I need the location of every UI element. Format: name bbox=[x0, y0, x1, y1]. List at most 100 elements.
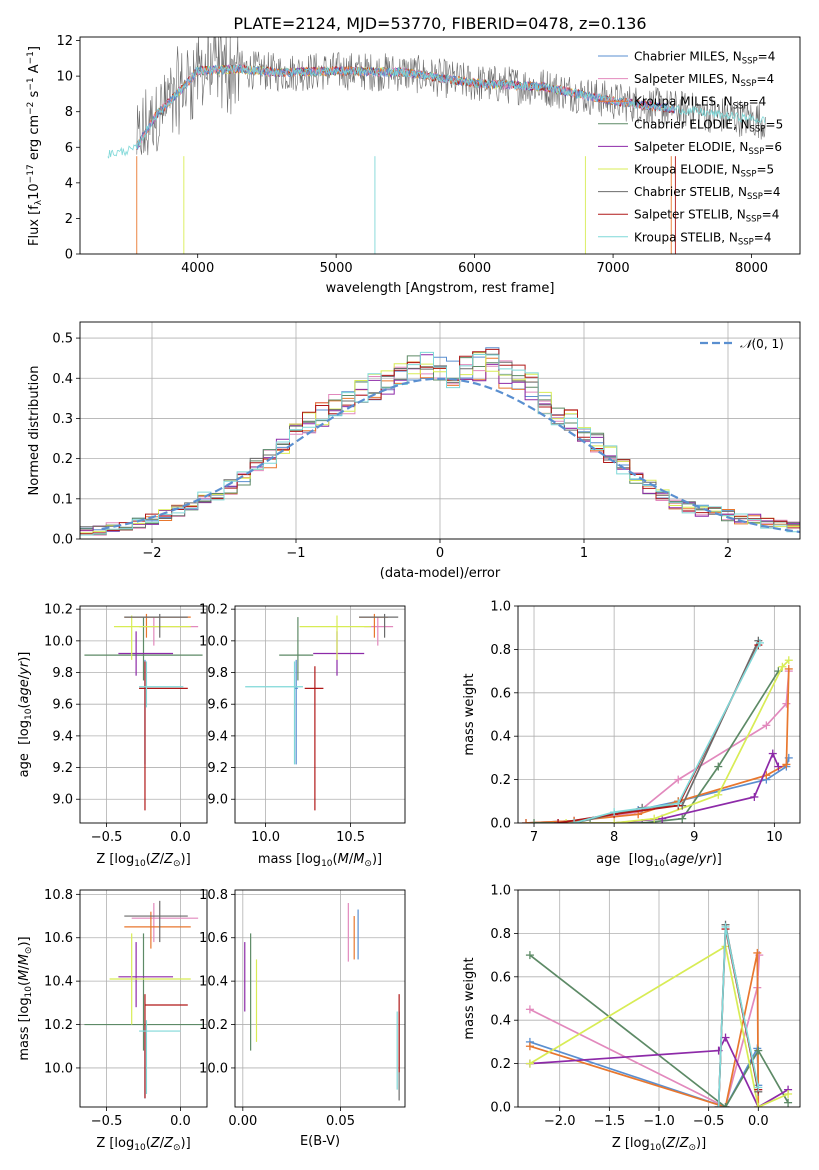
weight-marker bbox=[714, 762, 723, 771]
weight-series bbox=[525, 757, 790, 823]
x-tick-label: 0.05 bbox=[326, 1114, 355, 1129]
x-tick-label: −0.5 bbox=[91, 1114, 123, 1129]
weight-marker bbox=[562, 819, 571, 823]
x-tick-label: 10.5 bbox=[336, 830, 365, 845]
residual-legend: 𝒩(0, 1) bbox=[700, 337, 784, 351]
x-tick-label: 0.0 bbox=[748, 1114, 769, 1129]
y-tick-label: 10.4 bbox=[199, 975, 228, 990]
normal-curve bbox=[101, 377, 800, 534]
mass-vs-ebv-frame bbox=[234, 889, 406, 1108]
weight-vs-Z-panel: −2.0 −1.5 −1.0 −0.5 0.0 0.0 0.2 0.4 0.6 0.8 1.0 mas… bbox=[462, 884, 801, 1153]
error-cross bbox=[245, 661, 303, 765]
error-cross bbox=[364, 617, 394, 646]
y-tick-label: 9.6 bbox=[207, 698, 228, 713]
weight-marker bbox=[755, 638, 764, 647]
weight-marker bbox=[554, 819, 563, 823]
mass-vs-Z-frame bbox=[79, 889, 208, 1108]
x-tick-label: 6000 bbox=[458, 261, 491, 276]
y-axis-label: age [log10(age/yr)] bbox=[17, 652, 34, 778]
error-cross bbox=[144, 994, 188, 1099]
weight-marker bbox=[784, 1089, 793, 1098]
mass-vs-Z-plot-area bbox=[84, 900, 203, 1099]
y-tick-label: 0.4 bbox=[52, 372, 73, 387]
y-tick-label: 9.0 bbox=[207, 793, 228, 808]
figure-title: PLATE=2124, MJD=53770, FIBERID=0478, z=0… bbox=[233, 14, 646, 33]
y-tick-label: 12 bbox=[56, 34, 73, 49]
weight-marker bbox=[522, 819, 531, 823]
y-tick-label: 2 bbox=[65, 212, 73, 227]
weight-series bbox=[525, 671, 790, 823]
weight-series bbox=[525, 668, 790, 823]
x-axis-label: age [log10(age/yr)] bbox=[596, 852, 722, 869]
x-axis-label: E(B-V) bbox=[300, 1134, 340, 1149]
residual-histogram bbox=[80, 355, 800, 535]
x-tick-label: 9 bbox=[690, 830, 698, 845]
mass-vs-ebv-grid bbox=[235, 890, 405, 1107]
weight-marker bbox=[610, 808, 619, 817]
y-tick-label: 9.8 bbox=[207, 666, 228, 681]
y-tick-label: 0.0 bbox=[52, 533, 73, 548]
residuals-plot-area bbox=[80, 347, 800, 536]
y-tick-label: 0.2 bbox=[52, 452, 73, 467]
legend-entry: Salpeter STELIB, NSSP=4 bbox=[634, 208, 779, 225]
y-tick-label: 0.2 bbox=[490, 773, 511, 788]
residuals-frame bbox=[79, 321, 801, 540]
weight-marker bbox=[610, 819, 619, 823]
x-tick-label: 10 bbox=[766, 830, 783, 845]
x-tick-label: 5000 bbox=[320, 261, 353, 276]
y-tick-label: 9.4 bbox=[52, 729, 73, 744]
y-axis-label: mass weight bbox=[462, 673, 477, 755]
spectrum-series bbox=[136, 37, 766, 156]
weight-marker bbox=[784, 664, 793, 673]
x-axis-label: Z [log10(Z/Z⊙)] bbox=[612, 1136, 706, 1153]
error-cross bbox=[124, 911, 191, 949]
age-vs-Z-frame bbox=[79, 605, 208, 824]
weight-marker bbox=[525, 1042, 534, 1051]
y-tick-label: 10.8 bbox=[199, 888, 228, 903]
error-cross bbox=[304, 666, 324, 811]
y-tick-label: 0.2 bbox=[490, 1057, 511, 1072]
x-tick-label: −0.5 bbox=[693, 1114, 725, 1129]
error-cross bbox=[84, 933, 203, 1051]
y-tick-label: 9.0 bbox=[52, 793, 73, 808]
weight-marker bbox=[721, 922, 730, 931]
y-tick-label: 10.0 bbox=[44, 1061, 73, 1076]
x-tick-label: 10.0 bbox=[251, 830, 280, 845]
mass-vs-ebv-panel: 0.00 0.05 10.0 10.2 10.4 10.6 10.8 E(B-V) bbox=[199, 888, 406, 1149]
weight-series bbox=[529, 955, 761, 1107]
legend-entry: Chabrier ELODIE, NSSP=5 bbox=[634, 117, 783, 134]
weight-marker bbox=[525, 951, 534, 960]
weight-marker bbox=[754, 1083, 763, 1092]
error-cross bbox=[299, 615, 371, 660]
residuals-panel: −2 −1 0 1 2 0.0 0.1 0.2 0.3 0.4 0.5 (data-model)/er… bbox=[27, 321, 801, 581]
weight-marker bbox=[525, 1059, 534, 1068]
y-tick-label: 4 bbox=[65, 176, 73, 191]
age-vs-mass-plot-area bbox=[245, 613, 399, 811]
weight-marker bbox=[525, 1005, 534, 1014]
error-cross bbox=[359, 613, 399, 638]
error-cross bbox=[139, 617, 199, 646]
x-tick-label: −2.0 bbox=[544, 1114, 576, 1129]
weight-series bbox=[529, 954, 789, 1107]
legend-entry: Salpeter MILES, NSSP=4 bbox=[634, 72, 774, 89]
x-tick-label: −2 bbox=[142, 546, 161, 561]
x-tick-label: 0.0 bbox=[170, 830, 191, 845]
weight-vs-age-plot-area bbox=[522, 636, 793, 823]
weight-marker bbox=[530, 819, 539, 823]
x-tick-label: 2 bbox=[724, 546, 732, 561]
y-tick-label: 10.0 bbox=[199, 634, 228, 649]
y-tick-label: 0.0 bbox=[490, 1101, 511, 1116]
y-tick-label: 0.6 bbox=[490, 686, 511, 701]
error-cross bbox=[279, 617, 314, 681]
error-cross bbox=[118, 631, 174, 676]
y-axis-label: Normed distribution bbox=[27, 366, 42, 496]
weight-marker bbox=[768, 749, 777, 758]
y-tick-label: 0.5 bbox=[52, 332, 73, 347]
weight-marker bbox=[674, 799, 683, 808]
y-tick-label: 10.8 bbox=[44, 888, 73, 903]
y-tick-label: 10.0 bbox=[44, 634, 73, 649]
x-axis-label: mass [log10(M/M⊙)] bbox=[258, 852, 382, 869]
weight-marker bbox=[650, 814, 659, 823]
weight-marker bbox=[721, 1033, 730, 1042]
